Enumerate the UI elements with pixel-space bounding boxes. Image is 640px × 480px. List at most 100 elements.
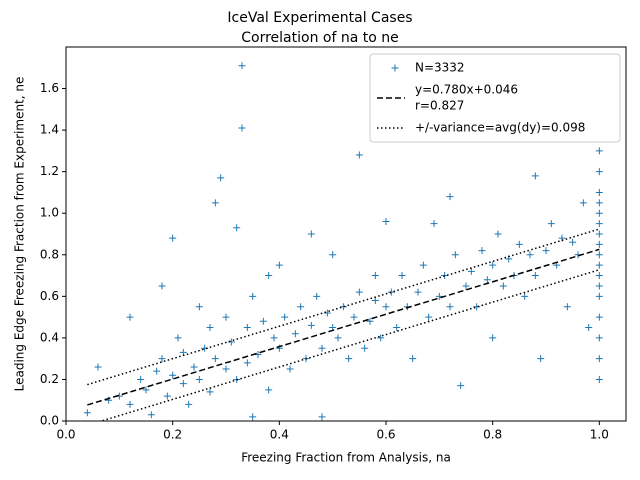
y-tick-label: 0.8 bbox=[40, 247, 59, 261]
x-tick-label: 1.0 bbox=[590, 428, 609, 442]
data-point bbox=[206, 324, 214, 331]
legend-box bbox=[369, 53, 621, 143]
data-point bbox=[547, 220, 555, 228]
data-point bbox=[382, 303, 390, 311]
x-tick-label: 0.0 bbox=[56, 428, 75, 442]
data-point bbox=[595, 209, 603, 217]
data-point bbox=[195, 303, 203, 311]
legend-label: N=3332 bbox=[415, 61, 465, 75]
data-point bbox=[595, 251, 603, 259]
data-point bbox=[307, 321, 315, 329]
data-point bbox=[318, 344, 326, 352]
data-point bbox=[595, 292, 603, 300]
x-axis-label: Freezing Fraction from Analysis, na bbox=[241, 451, 451, 465]
data-point bbox=[163, 392, 171, 400]
data-point bbox=[398, 272, 406, 280]
data-point bbox=[489, 334, 497, 342]
fit-line bbox=[87, 248, 600, 406]
data-point bbox=[190, 363, 198, 371]
data-point bbox=[307, 230, 315, 238]
data-point bbox=[147, 411, 155, 419]
y-tick-label: 1.0 bbox=[40, 206, 59, 220]
y-tick-label: 0.6 bbox=[40, 289, 59, 303]
data-point bbox=[542, 247, 550, 255]
data-point bbox=[126, 313, 134, 321]
data-point bbox=[345, 355, 353, 363]
data-point bbox=[494, 230, 502, 238]
data-point bbox=[217, 174, 225, 182]
data-point bbox=[393, 324, 401, 331]
data-point bbox=[350, 313, 358, 321]
data-point bbox=[339, 303, 347, 311]
data-point bbox=[441, 272, 449, 280]
data-point bbox=[595, 272, 603, 280]
data-point bbox=[467, 267, 475, 275]
y-tick-label: 1.6 bbox=[40, 81, 59, 95]
data-point bbox=[158, 282, 166, 290]
data-point bbox=[142, 386, 150, 394]
data-point bbox=[569, 238, 577, 246]
data-point bbox=[222, 313, 230, 321]
data-point bbox=[446, 193, 454, 201]
data-point bbox=[521, 292, 529, 300]
legend-marker bbox=[391, 64, 399, 72]
data-point bbox=[94, 363, 102, 371]
data-point bbox=[158, 355, 166, 363]
data-point bbox=[595, 147, 603, 155]
data-point bbox=[355, 288, 363, 296]
x-tick-label: 0.8 bbox=[483, 428, 502, 442]
data-point bbox=[275, 261, 283, 269]
data-point bbox=[478, 247, 486, 255]
data-point bbox=[537, 355, 545, 363]
legend-label: +/-variance=avg(dy)=0.098 bbox=[415, 121, 585, 135]
data-point bbox=[377, 334, 385, 342]
data-point bbox=[595, 355, 603, 363]
data-point bbox=[457, 382, 465, 390]
legend-label: y=0.780x+0.046 bbox=[415, 83, 518, 97]
legend-label: r=0.827 bbox=[415, 99, 464, 113]
data-point bbox=[174, 334, 182, 342]
data-point bbox=[270, 334, 278, 342]
data-point bbox=[579, 199, 587, 207]
data-point bbox=[313, 292, 321, 300]
data-point bbox=[425, 313, 433, 321]
data-point bbox=[355, 151, 363, 159]
x-tick-label: 0.2 bbox=[163, 428, 182, 442]
data-point bbox=[585, 324, 593, 331]
data-point bbox=[446, 303, 454, 311]
data-point bbox=[185, 400, 193, 408]
data-point bbox=[281, 313, 289, 321]
data-point bbox=[206, 388, 214, 396]
data-point bbox=[595, 261, 603, 269]
data-point bbox=[595, 240, 603, 248]
data-point bbox=[259, 317, 267, 325]
y-tick-label: 0.4 bbox=[40, 330, 59, 344]
fit-line bbox=[98, 269, 600, 421]
data-point bbox=[595, 168, 603, 176]
data-point bbox=[265, 272, 273, 280]
data-point bbox=[318, 413, 326, 421]
data-point bbox=[211, 199, 219, 207]
data-point bbox=[249, 292, 257, 300]
data-point bbox=[366, 317, 374, 325]
data-point bbox=[595, 220, 603, 228]
fit-line bbox=[87, 228, 600, 386]
y-axis-label: Leading Edge Freezing Fraction from Expe… bbox=[13, 77, 27, 392]
y-tick-label: 1.4 bbox=[40, 123, 59, 137]
data-point bbox=[387, 288, 395, 296]
data-point bbox=[329, 251, 337, 259]
data-point bbox=[489, 261, 497, 269]
data-point bbox=[499, 282, 507, 290]
data-point bbox=[595, 282, 603, 290]
data-point bbox=[249, 413, 257, 421]
data-point bbox=[526, 251, 534, 259]
data-point bbox=[371, 272, 379, 280]
data-point bbox=[595, 188, 603, 196]
data-point bbox=[595, 375, 603, 383]
data-point bbox=[222, 365, 230, 373]
data-point bbox=[435, 292, 443, 300]
y-tick-label: 0.2 bbox=[40, 372, 59, 386]
data-point bbox=[291, 330, 299, 338]
data-point bbox=[409, 355, 417, 363]
